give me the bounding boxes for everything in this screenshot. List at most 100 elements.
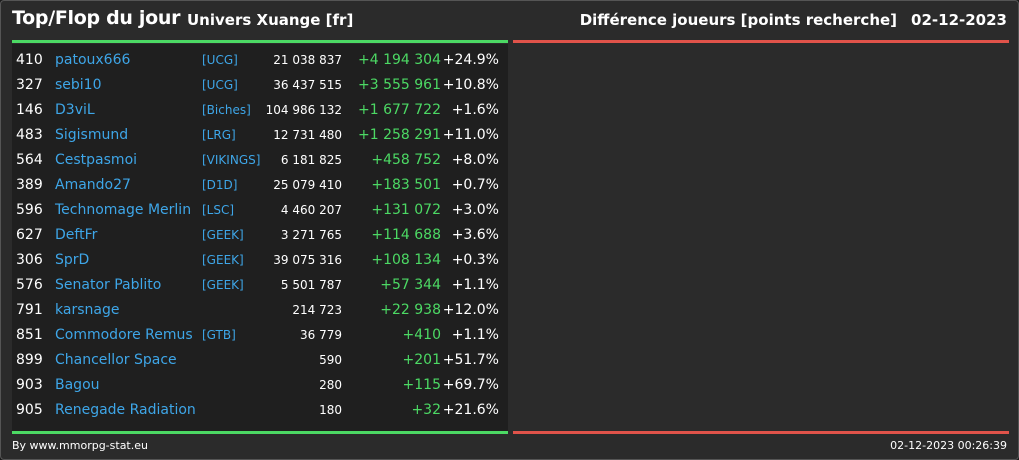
table-row: 564 Cestpasmoi [VIKINGS] 6 181 825 +458 752 +…	[12, 148, 508, 173]
percent-change: +11.0%	[442, 127, 499, 143]
percent-change: +3.0%	[451, 202, 499, 218]
points-difference: +1 677 722	[358, 102, 441, 118]
player-points: 3 271 765	[280, 228, 342, 242]
player-rank: 851	[16, 327, 43, 343]
source-link[interactable]: By www.mmorpg-stat.eu	[12, 439, 148, 452]
player-points: 25 079 410	[273, 178, 342, 192]
player-points: 280	[319, 378, 342, 392]
alliance-tag-link[interactable]: [UCG]	[202, 78, 238, 92]
points-difference: +114 688	[371, 227, 441, 243]
alliance-tag-link[interactable]: [Biches]	[202, 103, 251, 117]
points-difference: +22 938	[380, 302, 441, 318]
player-rank: 905	[16, 402, 43, 418]
percent-change: +1.1%	[451, 327, 499, 343]
player-rank: 564	[16, 152, 43, 168]
table-row: 410 patoux666 [UCG] 21 038 837 +4 194 304 +24…	[12, 48, 508, 73]
flop-players-panel	[513, 44, 1009, 431]
player-name-link[interactable]: Renegade Radiation	[55, 402, 196, 418]
player-points: 180	[319, 403, 342, 417]
bottom-divider-red	[513, 431, 1009, 434]
player-name-link[interactable]: Cestpasmoi	[55, 152, 138, 168]
player-rank: 306	[16, 252, 43, 268]
player-name-link[interactable]: SprD	[55, 252, 90, 268]
player-rank: 327	[16, 77, 43, 93]
percent-change: +1.1%	[451, 277, 499, 293]
player-points: 4 460 207	[280, 203, 342, 217]
player-rank: 146	[16, 102, 43, 118]
bottom-divider-green	[12, 431, 508, 434]
player-name-link[interactable]: Sigismund	[55, 127, 129, 143]
percent-change: +10.8%	[442, 77, 499, 93]
percent-change: +69.7%	[442, 377, 499, 393]
player-rank: 389	[16, 177, 43, 193]
player-points: 39 075 316	[273, 253, 342, 267]
top-divider-green	[12, 40, 508, 43]
player-name-link[interactable]: D3viL	[55, 102, 95, 118]
percent-change: +0.3%	[451, 252, 499, 268]
alliance-tag-link[interactable]: [GEEK]	[202, 278, 244, 292]
table-row: 389 Amando27 [D1D] 25 079 410 +183 501 +0.7%	[12, 173, 508, 198]
player-name-link[interactable]: DeftFr	[55, 227, 98, 243]
percent-change: +21.6%	[442, 402, 499, 418]
header-right: Différence joueurs [points recherche] 02-…	[580, 11, 1007, 29]
table-row: 851 Commodore Remus [GTB] 36 779 +410 +1.1%	[12, 323, 508, 348]
table-row: 627 DeftFr [GEEK] 3 271 765 +114 688 +3.6%	[12, 223, 508, 248]
player-name-link[interactable]: Senator Pablito	[55, 277, 162, 293]
player-rank: 903	[16, 377, 43, 393]
alliance-tag-link[interactable]: [VIKINGS]	[202, 153, 261, 167]
player-points: 36 779	[300, 328, 342, 342]
alliance-tag-link[interactable]: [GEEK]	[202, 253, 244, 267]
player-name-link[interactable]: Bagou	[55, 377, 100, 393]
universe-label: Univers Xuange [fr]	[187, 11, 354, 29]
player-name-link[interactable]: patoux666	[55, 52, 131, 68]
player-points: 104 986 132	[265, 103, 342, 117]
table-row: 899 Chancellor Space 590 +201 +51.7%	[12, 348, 508, 373]
points-difference: +3 555 961	[358, 77, 441, 93]
points-difference: +4 194 304	[358, 52, 441, 68]
player-name-link[interactable]: sebi10	[55, 77, 102, 93]
table-row: 791 karsnage 214 723 +22 938 +12.0%	[12, 298, 508, 323]
points-difference: +201	[402, 352, 441, 368]
percent-change: +1.6%	[451, 102, 499, 118]
percent-change: +24.9%	[442, 52, 499, 68]
percent-change: +8.0%	[451, 152, 499, 168]
player-name-link[interactable]: Technomage Merlin	[55, 202, 192, 218]
alliance-tag-link[interactable]: [LRG]	[202, 128, 236, 142]
player-rank: 576	[16, 277, 43, 293]
alliance-tag-link[interactable]: [GEEK]	[202, 228, 244, 242]
metric-label: Différence joueurs [points recherche]	[579, 11, 898, 29]
table-row: 905 Renegade Radiation 180 +32 +21.6%	[12, 398, 508, 423]
table-row: 306 SprD [GEEK] 39 075 316 +108 134 +0.3%	[12, 248, 508, 273]
points-difference: +183 501	[371, 177, 441, 193]
table-row: 146 D3viL [Biches] 104 986 132 +1 677 722 +1.…	[12, 98, 508, 123]
table-row: 596 Technomage Merlin [LSC] 4 460 207 +131 0…	[12, 198, 508, 223]
alliance-tag-link[interactable]: [GTB]	[202, 328, 236, 342]
points-difference: +32	[411, 402, 441, 418]
points-difference: +57 344	[380, 277, 441, 293]
alliance-tag-link[interactable]: [UCG]	[202, 53, 238, 67]
top-players-table: 410 patoux666 [UCG] 21 038 837 +4 194 304 +24…	[12, 44, 508, 431]
generated-timestamp: 02-12-2023 00:26:39	[890, 439, 1007, 452]
table-row: 903 Bagou 280 +115 +69.7%	[12, 373, 508, 398]
player-points: 214 723	[292, 303, 342, 317]
player-rank: 899	[16, 352, 43, 368]
points-difference: +458 752	[371, 152, 441, 168]
header-date: 02-12-2023	[911, 11, 1007, 29]
alliance-tag-link[interactable]: [D1D]	[202, 178, 238, 192]
player-points: 36 437 515	[273, 78, 342, 92]
player-points: 590	[319, 353, 342, 367]
player-name-link[interactable]: Amando27	[55, 177, 131, 193]
player-name-link[interactable]: Chancellor Space	[55, 352, 177, 368]
points-difference: +115	[402, 377, 441, 393]
player-rank: 596	[16, 202, 43, 218]
table-row: 576 Senator Pablito [GEEK] 5 501 787 +57 344…	[12, 273, 508, 298]
table-row: 483 Sigismund [LRG] 12 731 480 +1 258 291 +11…	[12, 123, 508, 148]
points-difference: +1 258 291	[358, 127, 441, 143]
points-difference: +410	[402, 327, 441, 343]
alliance-tag-link[interactable]: [LSC]	[202, 203, 235, 217]
player-name-link[interactable]: Commodore Remus	[55, 327, 193, 343]
top-divider-red	[513, 40, 1009, 43]
percent-change: +0.7%	[451, 177, 499, 193]
player-name-link[interactable]: karsnage	[55, 302, 120, 318]
points-difference: +108 134	[371, 252, 441, 268]
